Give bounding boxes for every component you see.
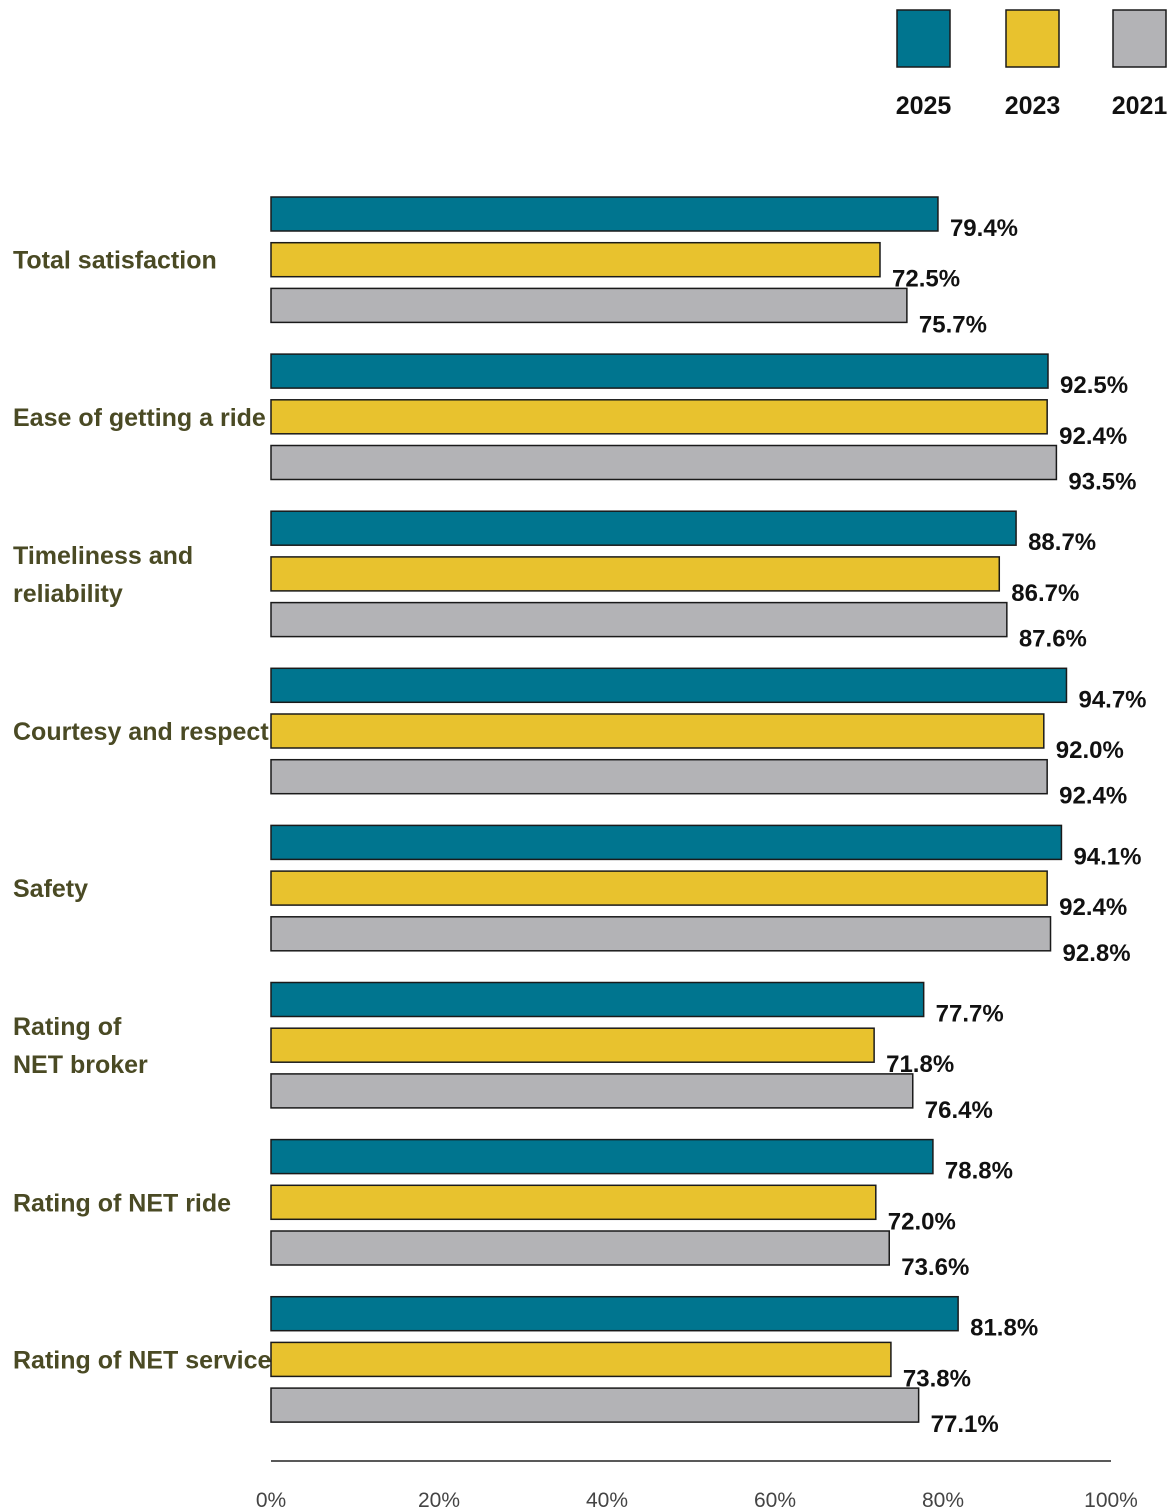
x-axis: 0% 20% 40% 60% 80% 100%	[256, 1460, 1138, 1511]
value-label: 78.8%	[945, 1158, 1013, 1185]
bar-2023	[270, 241, 881, 278]
bars	[270, 196, 1068, 1423]
x-tick-label: 60%	[754, 1489, 796, 1511]
legend-label: 2021	[1112, 92, 1168, 120]
value-label: 92.5%	[1060, 372, 1128, 399]
category-label: Timeliness and reliability	[13, 542, 193, 608]
value-label: 88.7%	[1028, 529, 1096, 556]
bar-2025	[270, 667, 1068, 704]
category-label: Safety	[13, 875, 88, 903]
value-label: 73.8%	[903, 1365, 971, 1392]
value-label: 87.6%	[1019, 626, 1087, 653]
value-label: 73.6%	[901, 1254, 969, 1281]
value-label: 92.4%	[1059, 423, 1127, 450]
bar-2025	[270, 196, 939, 232]
legend-label: 2023	[1005, 92, 1061, 120]
bar-2021	[270, 1230, 890, 1266]
value-label: 92.0%	[1056, 737, 1124, 764]
bar-2023	[270, 713, 1045, 749]
value-label: 75.7%	[919, 311, 987, 338]
category-label: Ease of getting a ride	[13, 404, 266, 432]
bar-2021	[270, 287, 908, 324]
bar-2021	[270, 444, 1058, 481]
bar-2025	[270, 981, 925, 1018]
value-label: 92.8%	[1063, 940, 1131, 967]
value-label: 92.4%	[1059, 783, 1127, 810]
category-label: Rating of NET service	[13, 1346, 271, 1374]
bar-2025	[270, 1138, 934, 1175]
x-tick-label: 100%	[1084, 1489, 1138, 1511]
bar-2023	[270, 556, 1001, 592]
category-label: Courtesy and respect	[13, 718, 269, 746]
x-tick-label: 80%	[922, 1489, 964, 1511]
value-label: 71.8%	[886, 1051, 954, 1078]
legend-swatch-2023	[1005, 9, 1060, 68]
legend-swatch-2025	[896, 9, 951, 68]
bar-2021	[270, 916, 1052, 952]
value-label: 93.5%	[1068, 469, 1136, 496]
x-tick-label: 20%	[418, 1489, 460, 1511]
value-label: 77.1%	[931, 1411, 999, 1438]
value-label: 72.0%	[888, 1208, 956, 1235]
value-label: 86.7%	[1011, 580, 1079, 607]
value-label: 94.7%	[1078, 686, 1146, 713]
bar-2021	[270, 1073, 914, 1109]
x-tick-label: 0%	[256, 1489, 286, 1511]
bar-2023	[270, 1027, 875, 1063]
value-label: 76.4%	[925, 1097, 993, 1124]
category-label: Rating of NET ride	[13, 1189, 231, 1217]
bar-2021	[270, 758, 1048, 795]
category-label: Rating of NET broker	[13, 1013, 148, 1079]
value-label: 94.1%	[1073, 843, 1141, 870]
value-label: 77.7%	[936, 1001, 1004, 1028]
bar-2023	[270, 1341, 892, 1378]
legend-label: 2025	[896, 92, 952, 120]
bar-2021	[270, 601, 1008, 638]
bar-2025	[270, 1295, 959, 1332]
bar-2023	[270, 870, 1048, 906]
value-label: 92.4%	[1059, 894, 1127, 921]
x-tick-label: 40%	[586, 1489, 628, 1511]
bar-2025	[270, 353, 1049, 389]
value-label: 72.5%	[892, 266, 960, 293]
category-label: Total satisfaction	[13, 247, 217, 275]
bar-2025	[270, 824, 1063, 861]
category-labels: Total satisfaction Ease of getting a ride…	[13, 247, 271, 1375]
bar-2025	[270, 510, 1017, 546]
legend-swatch-2021	[1112, 9, 1167, 68]
bar-2023	[270, 1184, 877, 1221]
value-label: 79.4%	[950, 215, 1018, 242]
bar-2021	[270, 1387, 920, 1423]
bar-2023	[270, 399, 1048, 435]
legend: 2025 2023 2021	[896, 9, 1168, 120]
value-labels: 79.4% 72.5% 75.7% 92.5% 92.4% 93.5% 88.7% 86.7%…	[886, 215, 1146, 1438]
value-label: 81.8%	[970, 1315, 1038, 1342]
